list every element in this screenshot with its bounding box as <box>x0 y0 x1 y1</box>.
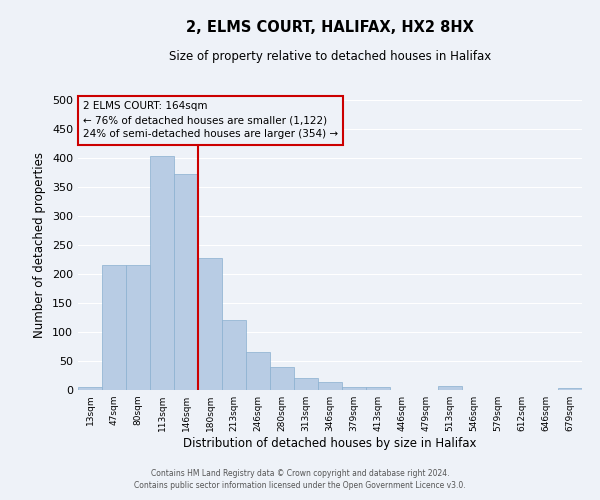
Bar <box>366 387 390 390</box>
Text: Contains public sector information licensed under the Open Government Licence v3: Contains public sector information licen… <box>134 481 466 490</box>
Bar <box>558 388 582 390</box>
X-axis label: Distribution of detached houses by size in Halifax: Distribution of detached houses by size … <box>183 437 477 450</box>
Bar <box>222 320 246 390</box>
Bar <box>342 387 366 390</box>
Text: Contains HM Land Registry data © Crown copyright and database right 2024.: Contains HM Land Registry data © Crown c… <box>151 468 449 477</box>
Bar <box>78 387 102 390</box>
Bar <box>174 174 198 390</box>
Y-axis label: Number of detached properties: Number of detached properties <box>34 152 46 338</box>
Bar <box>126 266 150 390</box>
Bar <box>150 156 174 390</box>
Bar <box>438 386 462 390</box>
Bar <box>198 258 222 390</box>
Text: 2, ELMS COURT, HALIFAX, HX2 8HX: 2, ELMS COURT, HALIFAX, HX2 8HX <box>186 20 474 35</box>
Bar <box>102 266 126 390</box>
Bar <box>270 367 294 390</box>
Bar <box>318 382 342 390</box>
Bar <box>294 378 318 390</box>
Bar <box>246 352 270 390</box>
Text: Size of property relative to detached houses in Halifax: Size of property relative to detached ho… <box>169 50 491 63</box>
Text: 2 ELMS COURT: 164sqm
← 76% of detached houses are smaller (1,122)
24% of semi-de: 2 ELMS COURT: 164sqm ← 76% of detached h… <box>83 102 338 140</box>
